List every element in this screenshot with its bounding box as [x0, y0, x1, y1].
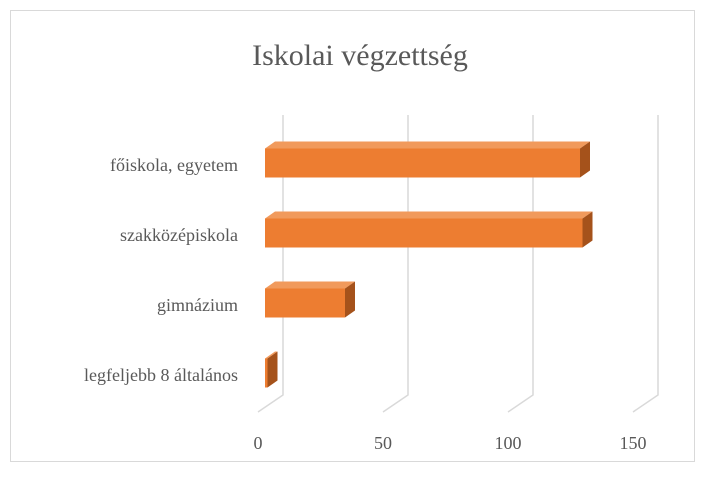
bar-side [267, 351, 278, 388]
bar-front [265, 358, 268, 388]
bar [265, 351, 278, 388]
bar [265, 281, 355, 318]
bar-side [582, 211, 593, 248]
bar-front [265, 148, 580, 178]
chart-title: Iskolai végzettség [252, 39, 468, 72]
bar-front [265, 288, 345, 318]
bar-top [265, 281, 355, 289]
bar-top [265, 141, 590, 149]
x-tick-label: 50 [374, 433, 392, 453]
bar-side [580, 141, 590, 178]
x-tick-label: 150 [620, 433, 647, 453]
y-tick-label: szakközépiskola [120, 225, 238, 245]
y-tick-label: főiskola, egyetem [110, 155, 238, 175]
bar-front [265, 218, 583, 248]
y-tick-label: gimnázium [157, 295, 238, 315]
bar-top [265, 211, 593, 219]
y-tick-label: legfeljebb 8 általános [84, 365, 238, 385]
grid-line [257, 115, 284, 413]
x-tick-label: 100 [495, 433, 522, 453]
bar-top [265, 351, 278, 359]
grid-line [507, 115, 534, 413]
bar-side [345, 281, 355, 318]
grid-line [382, 115, 409, 413]
bar [265, 141, 590, 178]
bar [265, 211, 593, 248]
x-tick-label: 0 [254, 433, 263, 453]
grid-line [632, 115, 659, 413]
